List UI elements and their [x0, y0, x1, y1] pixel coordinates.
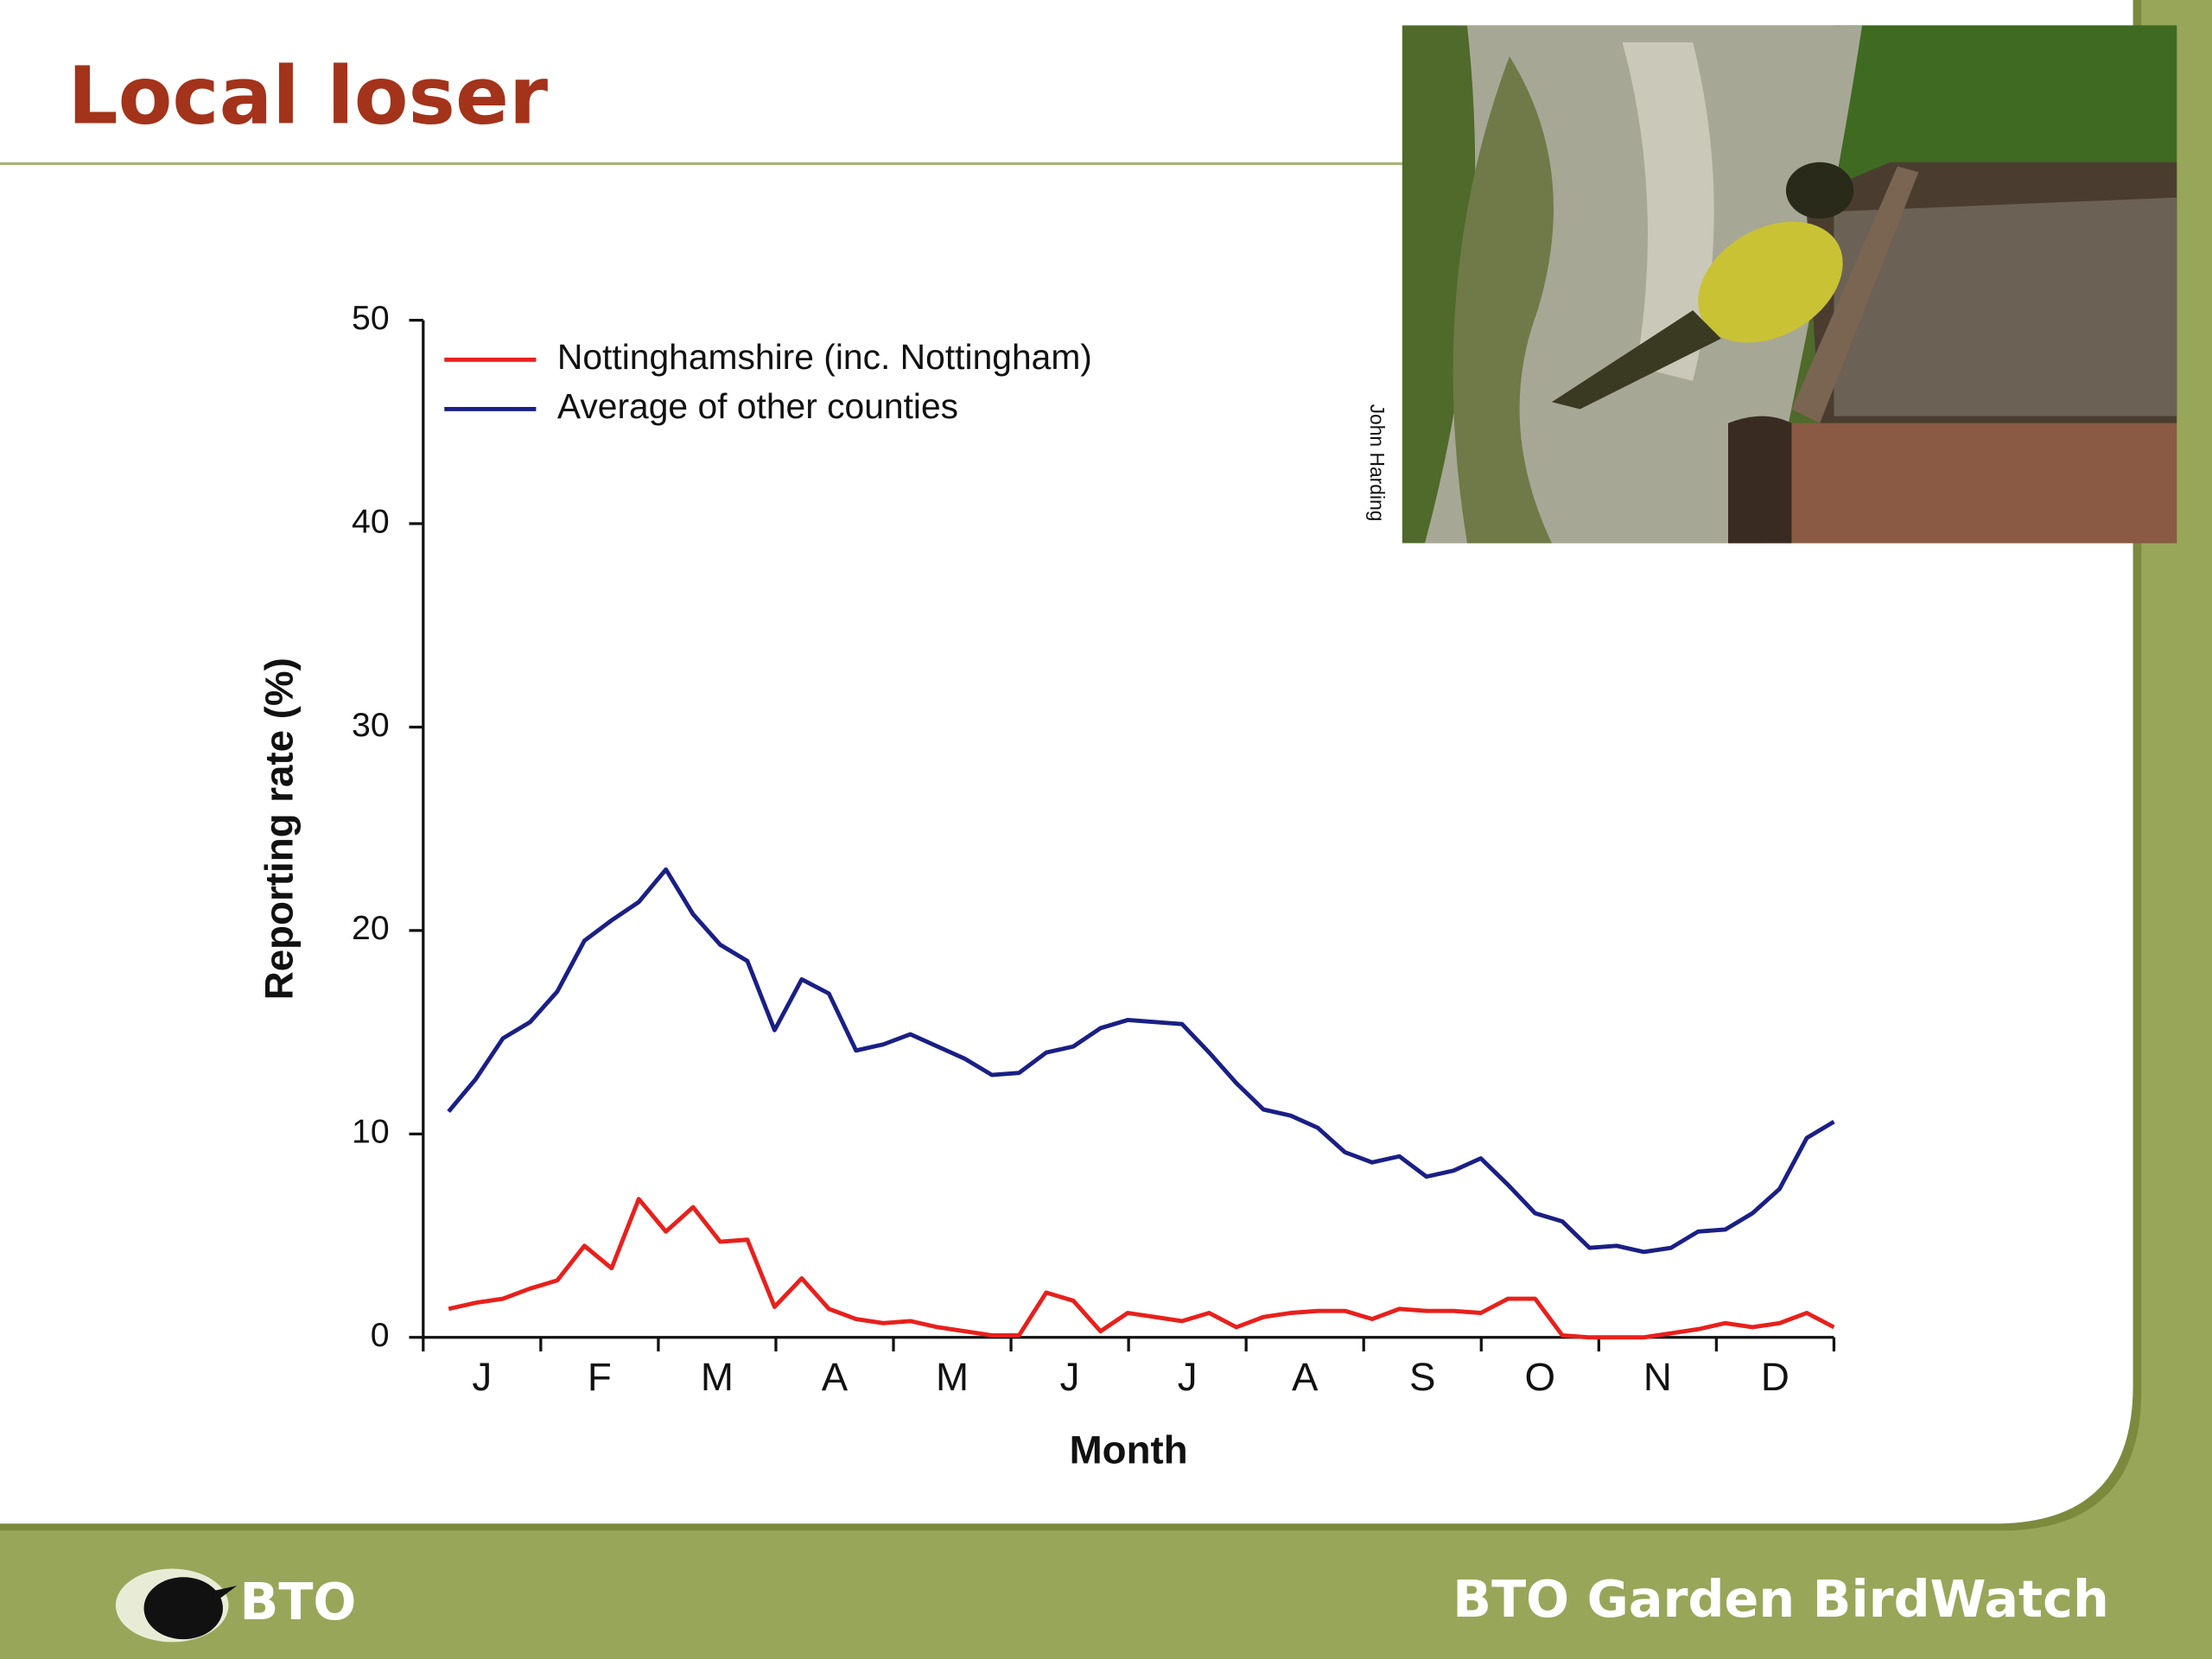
- x-tick-label: J: [1060, 1355, 1080, 1399]
- chart: 0 10 20 30 40 50 J F M A M J J A S O N D Month Reporting ra…: [257, 300, 1836, 1472]
- y-tick-label: 0: [371, 1317, 390, 1354]
- y-tick-label: 50: [352, 300, 390, 337]
- x-tick-label: J: [472, 1355, 492, 1399]
- x-tick-label: O: [1525, 1355, 1556, 1399]
- x-tick-label: A: [1292, 1355, 1319, 1399]
- y-tick-label: 10: [352, 1114, 390, 1151]
- x-tick-label: S: [1409, 1355, 1435, 1399]
- x-tick-label: A: [822, 1355, 849, 1399]
- x-tick-label: M: [701, 1355, 734, 1399]
- x-tick-label: M: [936, 1355, 969, 1399]
- legend-label: Nottinghamshire (inc. Nottingham): [557, 337, 1092, 377]
- x-tick-label: D: [1761, 1355, 1789, 1399]
- x-tick-label: F: [588, 1355, 612, 1399]
- logo-text: BTO: [240, 1572, 357, 1631]
- slide-title: Local loser: [67, 49, 548, 142]
- footer-brand: BTO Garden BirdWatch: [1452, 1569, 2109, 1629]
- y-tick-label: 20: [352, 910, 390, 947]
- legend-label: Average of other counties: [557, 386, 958, 426]
- series-line: [447, 867, 1835, 1255]
- photo-credit: John Harding: [1366, 404, 1389, 522]
- series-line: [448, 1197, 1835, 1340]
- x-axis-label: Month: [1070, 1428, 1188, 1472]
- y-tick-label: 30: [352, 707, 390, 744]
- photo: [1402, 25, 2177, 543]
- x-tick-label: J: [1178, 1355, 1198, 1399]
- y-axis-label: Reporting rate (%): [257, 658, 302, 1000]
- x-tick-label: N: [1643, 1355, 1672, 1399]
- bto-logo: [115, 1568, 238, 1643]
- y-tick-label: 40: [352, 503, 390, 540]
